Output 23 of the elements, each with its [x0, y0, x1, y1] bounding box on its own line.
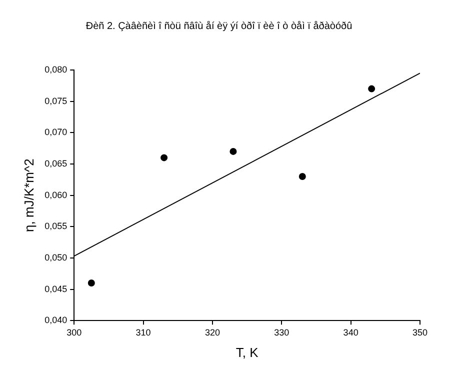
point — [88, 280, 95, 287]
y-tick-label: 0,060 — [44, 190, 68, 200]
chart-title: Đèñ 2. Çàâèñèì î ñòü ñâîù åí èÿ ýí òðî ï èè î ò òåì ï åðàòóðû — [86, 20, 352, 32]
point — [298, 173, 306, 180]
y-tick-label: 0,075 — [44, 96, 68, 106]
point — [160, 154, 168, 162]
x-tick-label: 320 — [204, 327, 220, 338]
point — [230, 148, 237, 155]
y-tick-label: 0,040 — [44, 315, 68, 326]
x-tick-label: 330 — [274, 327, 290, 338]
y-tick-label: 0,080 — [44, 64, 68, 74]
x-tick-label: 310 — [136, 327, 151, 338]
y-tick-label: 0,050 — [44, 252, 68, 262]
point — [368, 85, 376, 92]
y-tick-label: 0,045 — [44, 284, 68, 294]
y-tick-label: 0,070 — [44, 127, 68, 138]
y-tick-label: 0,065 — [44, 158, 68, 168]
x-axis-title: T, K — [236, 344, 259, 360]
x-tick-label: 300 — [66, 327, 82, 338]
x-tick-label: 340 — [343, 327, 358, 338]
y-axis-title: η, mJ/K*m^2 — [21, 158, 36, 232]
y-tick-label: 0,055 — [44, 221, 68, 232]
x-tick-label: 350 — [412, 327, 428, 338]
